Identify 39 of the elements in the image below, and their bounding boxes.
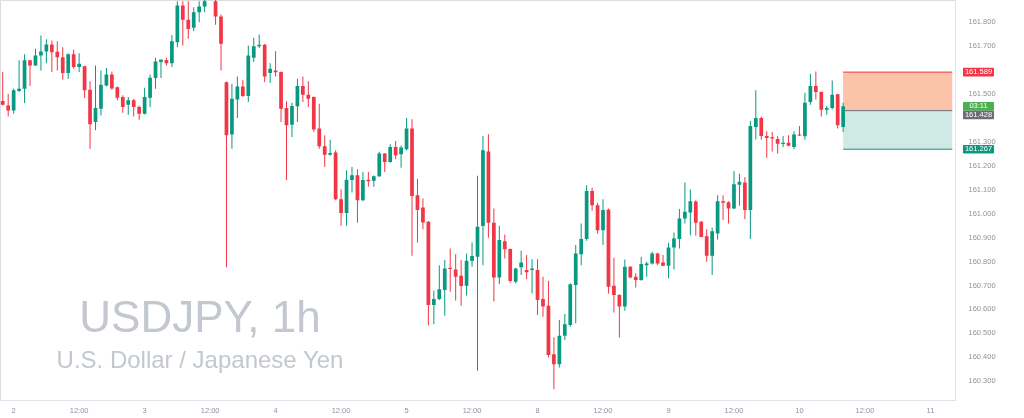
candlestick: [753, 90, 758, 140]
candlestick: [273, 51, 278, 77]
candlestick: [813, 71, 818, 100]
candlestick: [301, 76, 305, 103]
candlestick: [612, 257, 616, 313]
candlestick: [541, 276, 545, 317]
candlestick: [824, 106, 829, 115]
candlestick: [350, 166, 354, 193]
text: USDJPY, 1h: [79, 292, 321, 341]
candlestick: [644, 261, 649, 277]
candlestick: [186, 1, 191, 39]
candlestick: [126, 97, 131, 115]
candlestick: [137, 105, 142, 120]
candlestick: [371, 175, 376, 187]
candlestick: [431, 290, 436, 325]
candlestick: [77, 53, 81, 73]
candlestick: [721, 195, 725, 221]
candlestick: [530, 259, 534, 294]
candlestick: [180, 1, 185, 46]
candlestick: [470, 242, 474, 267]
candlestick: [448, 248, 453, 292]
candlestick: [17, 60, 21, 92]
candlestick: [6, 93, 11, 117]
candlestick: [0, 72, 5, 106]
candlestick: [437, 265, 442, 300]
candlestick: [251, 37, 256, 63]
candlestick: [339, 189, 343, 226]
candlestick: [421, 198, 425, 230]
candlestick: [28, 59, 32, 86]
text: U.S. Dollar / Japanese Yen: [56, 346, 344, 373]
candlestick: [322, 135, 327, 167]
candlestick: [688, 189, 693, 236]
candlestick: [39, 35, 43, 71]
candlestick: [328, 139, 333, 156]
candlestick: [781, 136, 785, 148]
candlestick: [197, 1, 202, 23]
candlestick: [552, 337, 556, 390]
candlestick: [159, 59, 163, 79]
candlestick: [306, 81, 311, 108]
